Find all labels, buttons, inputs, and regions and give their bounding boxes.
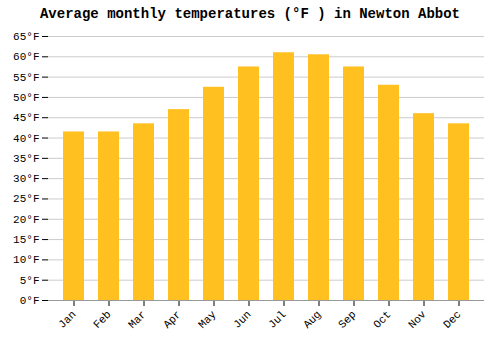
svg-text:Jun: Jun	[231, 308, 253, 330]
svg-text:Mar: Mar	[126, 308, 148, 330]
svg-text:Jan: Jan	[56, 308, 78, 330]
svg-text:25°F: 25°F	[13, 193, 39, 205]
svg-text:Jul: Jul	[266, 308, 288, 330]
svg-text:Nov: Nov	[406, 308, 429, 331]
svg-text:15°F: 15°F	[13, 234, 39, 246]
svg-text:30°F: 30°F	[13, 173, 39, 185]
svg-text:50°F: 50°F	[13, 92, 39, 104]
svg-text:Oct: Oct	[371, 308, 393, 330]
svg-text:Sep: Sep	[336, 308, 358, 330]
svg-text:40°F: 40°F	[13, 133, 39, 145]
svg-text:55°F: 55°F	[13, 72, 39, 84]
svg-text:5°F: 5°F	[20, 275, 40, 287]
svg-text:Apr: Apr	[161, 308, 183, 330]
svg-text:Aug: Aug	[301, 308, 323, 330]
html-text:Average monthly temperatures (: Average monthly temperatures (°F ) in Ne…	[40, 6, 460, 22]
svg-text:45°F: 45°F	[13, 112, 39, 124]
svg-text:35°F: 35°F	[13, 153, 39, 165]
svg-text:65°F: 65°F	[13, 31, 39, 43]
svg-text:10°F: 10°F	[13, 254, 39, 266]
svg-text:60°F: 60°F	[13, 51, 39, 63]
svg-text:Feb: Feb	[91, 308, 113, 330]
svg-text:Dec: Dec	[441, 308, 463, 330]
svg-text:0°F: 0°F	[20, 295, 40, 307]
svg-text:20°F: 20°F	[13, 214, 39, 226]
svg-text:May: May	[196, 308, 219, 331]
